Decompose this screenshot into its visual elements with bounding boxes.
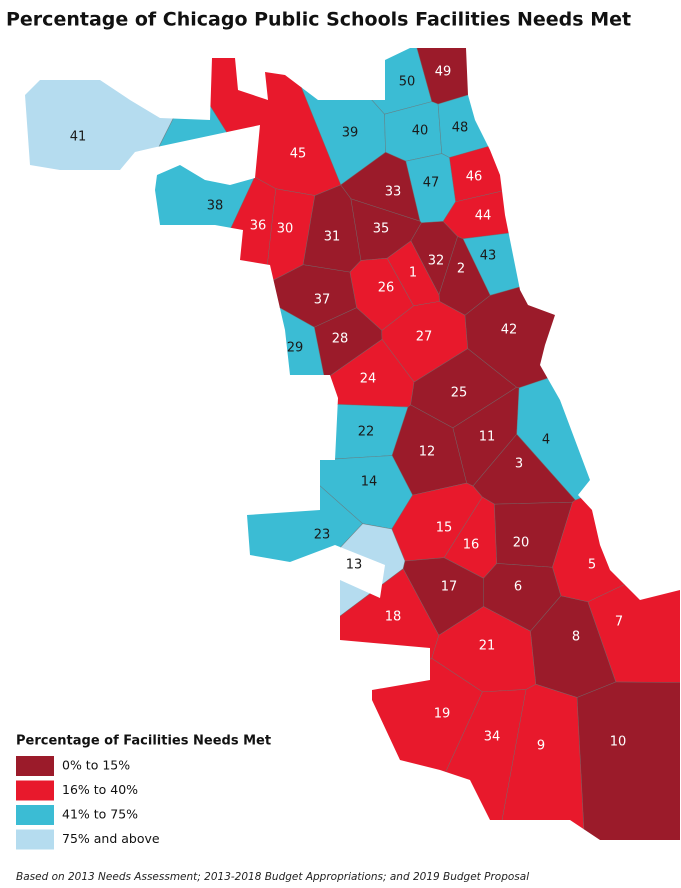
ward-label: 16 xyxy=(463,538,480,553)
ward-label: 14 xyxy=(361,475,378,490)
ward-area xyxy=(576,681,680,840)
ward-label: 34 xyxy=(484,730,501,745)
ward-label: 39 xyxy=(342,126,359,141)
ward-label: 48 xyxy=(452,121,469,136)
ward-area xyxy=(25,293,326,487)
ward-label: 30 xyxy=(277,222,294,237)
ward-label: 12 xyxy=(419,445,436,460)
ward-label: 36 xyxy=(250,219,267,234)
ward-label: 5 xyxy=(588,558,596,573)
ward-label: 47 xyxy=(423,176,440,191)
ward-label: 7 xyxy=(615,615,623,630)
ward-label: 4 xyxy=(542,433,550,448)
ward-label: 19 xyxy=(434,707,451,722)
ward-label: 26 xyxy=(378,281,395,296)
ward-label: 33 xyxy=(385,185,402,200)
ward-label: 31 xyxy=(324,230,341,245)
ward-label: 49 xyxy=(435,65,452,80)
map-title: Percentage of Chicago Public Schools Fac… xyxy=(6,9,631,31)
ward-label: 1 xyxy=(409,266,417,281)
ward-label: 21 xyxy=(479,639,496,654)
ward-area xyxy=(25,447,364,840)
legend-label: 75% and above xyxy=(62,831,160,846)
legend-swatch xyxy=(16,829,54,850)
legend: Percentage of Facilities Needs Met 0% to… xyxy=(16,734,271,850)
legend-label: 0% to 15% xyxy=(62,758,130,773)
ward-label: 37 xyxy=(314,293,331,308)
ward-label: 11 xyxy=(479,430,496,445)
ward-label: 27 xyxy=(416,330,433,345)
ward-label: 45 xyxy=(290,147,307,162)
legend-title: Percentage of Facilities Needs Met xyxy=(16,734,271,749)
ward-label: 28 xyxy=(332,332,349,347)
ward-label: 8 xyxy=(572,630,580,645)
ward-label: 41 xyxy=(70,130,87,145)
ward-label: 20 xyxy=(513,536,530,551)
ward-label: 46 xyxy=(466,170,483,185)
ward-label: 18 xyxy=(385,610,402,625)
ward-label: 13 xyxy=(346,558,363,573)
ward-label: 17 xyxy=(441,580,458,595)
ward-label: 25 xyxy=(451,386,468,401)
ward-label: 22 xyxy=(358,425,375,440)
ward-label: 6 xyxy=(514,580,522,595)
ward-label: 38 xyxy=(207,199,224,214)
ward-label: 40 xyxy=(412,124,429,139)
ward-area xyxy=(25,48,198,436)
ward-label: 3 xyxy=(515,457,523,472)
legend-swatch xyxy=(16,780,54,801)
ward-label: 2 xyxy=(457,262,465,277)
ward-area xyxy=(260,403,409,462)
footnote: Based on 2013 Needs Assessment; 2013-201… xyxy=(16,871,529,883)
ward-label: 50 xyxy=(399,75,416,90)
ward-label: 24 xyxy=(360,372,377,387)
ward-label: 32 xyxy=(428,254,445,269)
ward-layer xyxy=(25,48,680,840)
ward-area xyxy=(411,48,680,105)
ward-label: 43 xyxy=(480,249,497,264)
ward-label: 29 xyxy=(287,341,304,356)
ward-label: 10 xyxy=(610,735,627,750)
legend-swatch xyxy=(16,805,54,825)
ward-label: 9 xyxy=(537,739,545,754)
ward-area xyxy=(437,48,680,158)
legend-swatch xyxy=(16,756,54,776)
ward-label: 23 xyxy=(314,528,331,543)
ward-label: 35 xyxy=(373,222,390,237)
ward-label: 15 xyxy=(436,521,453,536)
ward-label: 44 xyxy=(475,209,492,224)
legend-label: 16% to 40% xyxy=(62,782,138,797)
legend-label: 41% to 75% xyxy=(62,807,138,822)
ward-label: 42 xyxy=(501,323,518,338)
